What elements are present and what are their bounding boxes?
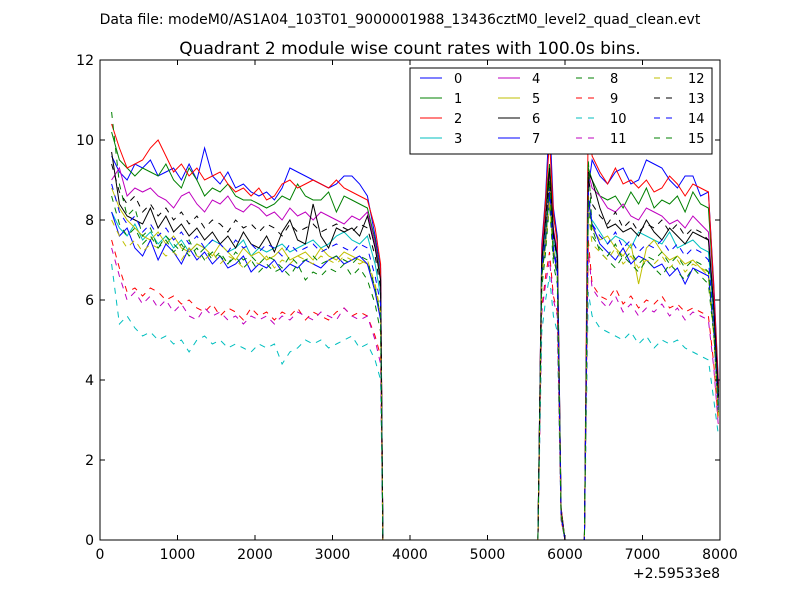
x-tick-label: 0 — [96, 547, 105, 563]
legend-label-8: 8 — [610, 72, 618, 87]
series-0-line — [111, 115, 719, 541]
x-tick-label: 6000 — [547, 547, 583, 563]
series-9-line — [111, 239, 719, 541]
y-tick-label: 0 — [85, 533, 94, 549]
legend-label-0: 0 — [454, 72, 462, 87]
y-tick-label: 6 — [85, 293, 94, 309]
legend-label-11: 11 — [610, 132, 627, 147]
legend-label-3: 3 — [454, 132, 462, 147]
x-tick-label: 1000 — [160, 547, 196, 563]
y-tick-label: 8 — [85, 213, 94, 229]
series-3-line — [111, 195, 719, 541]
x-tick-label: 2000 — [237, 547, 273, 563]
legend-label-2: 2 — [454, 112, 462, 127]
legend-label-15: 15 — [688, 132, 705, 147]
x-tick-label: 3000 — [315, 547, 351, 563]
series-13-line — [111, 163, 719, 541]
legend-label-1: 1 — [454, 92, 462, 107]
series-10-line — [111, 263, 719, 541]
series-15-line — [111, 179, 719, 541]
legend-label-10: 10 — [610, 112, 627, 127]
series-5-line — [111, 187, 719, 541]
y-tick-label: 12 — [76, 53, 94, 69]
series-2-line — [111, 107, 719, 541]
x-tick-label: 8000 — [702, 547, 738, 563]
x-offset-label: +2.59533e8 — [633, 566, 720, 582]
y-tick-label: 4 — [85, 373, 94, 389]
series-12-line — [111, 199, 719, 541]
chart-title: Quadrant 2 module wise count rates with … — [179, 39, 640, 59]
y-tick-label: 2 — [85, 453, 94, 469]
legend-label-7: 7 — [532, 132, 540, 147]
legend-box — [409, 67, 713, 155]
y-tick-label: 10 — [76, 133, 94, 149]
series-layer — [111, 107, 719, 541]
axes-layer: 0 1000 2000 3000 4000 5000 6000 7000 80000246810… — [76, 53, 738, 563]
x-tick-label: 4000 — [392, 547, 428, 563]
legend-label-12: 12 — [688, 72, 705, 87]
legend-label-6: 6 — [532, 112, 540, 127]
legend-label-5: 5 — [532, 92, 540, 107]
legend-label-9: 9 — [610, 92, 618, 107]
x-tick-label: 5000 — [470, 547, 506, 563]
data-file-header: Data file: modeM0/AS1A04_103T01_90000019… — [100, 12, 701, 28]
series-11-line — [111, 247, 719, 541]
x-tick-label: 7000 — [625, 547, 661, 563]
legend-label-13: 13 — [688, 92, 705, 107]
legend-label-4: 4 — [532, 72, 540, 87]
legend-label-14: 14 — [688, 112, 705, 127]
